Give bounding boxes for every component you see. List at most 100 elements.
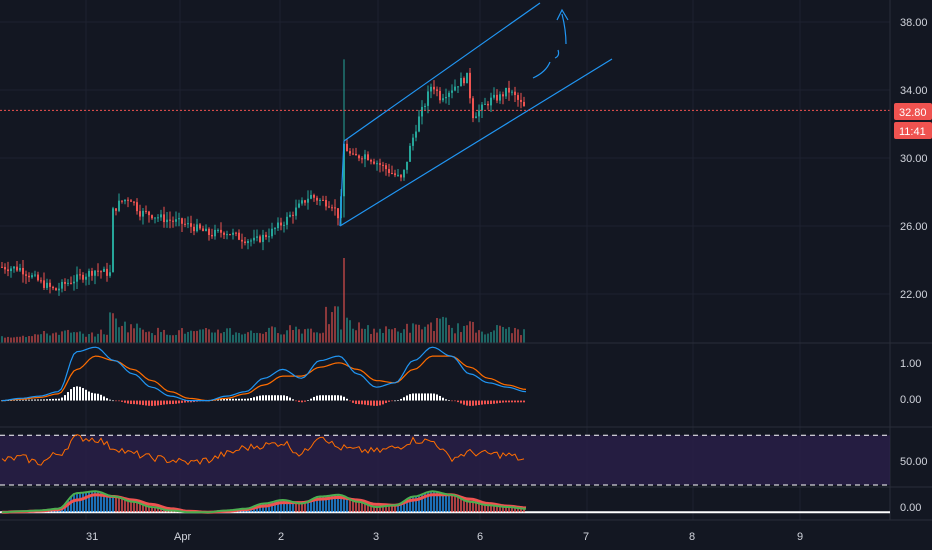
volume-bar: [4, 337, 6, 343]
osc-bar: [268, 502, 270, 513]
price-tick-38: 38.00: [900, 17, 928, 29]
volume-bar: [493, 330, 495, 343]
candle-body: [217, 229, 219, 231]
macd-histogram-bar: [130, 400, 132, 405]
macd-histogram-bar: [319, 395, 321, 401]
candle-body: [271, 228, 273, 237]
osc-bar: [439, 492, 441, 513]
macd-histogram-bar: [364, 400, 366, 405]
volume-bar: [241, 334, 243, 343]
candle-body: [31, 275, 33, 278]
candle-body: [127, 199, 129, 201]
candle-body: [439, 90, 441, 101]
osc-bar: [313, 498, 315, 513]
osc-bar: [262, 503, 264, 513]
volume-bar: [271, 326, 273, 343]
osc-bar: [301, 503, 303, 513]
osc-bar: [523, 508, 525, 513]
volume-bar: [379, 328, 381, 343]
macd-histogram-bar: [430, 393, 432, 401]
macd-histogram-bar: [82, 388, 84, 401]
volume-bar: [100, 329, 102, 343]
volume-bar: [70, 332, 72, 343]
price-channel[interactable]: [339, 2, 613, 227]
volume-bar: [463, 325, 465, 343]
candle-body: [256, 236, 258, 238]
volume-bar: [373, 328, 375, 343]
osc-bar: [487, 505, 489, 513]
candle-body: [388, 169, 390, 173]
volume-bar: [43, 331, 45, 343]
volume-bar: [205, 327, 207, 343]
osc-bar: [460, 498, 462, 513]
candle-body: [517, 95, 519, 100]
time-axis[interactable]: 31 Apr 2 3 6 7 8 9: [86, 531, 803, 543]
volume-bar: [265, 331, 267, 343]
volume-bar: [319, 333, 321, 343]
candle-body: [277, 222, 279, 229]
candle-body: [376, 163, 378, 165]
macd-histogram-bar: [70, 389, 72, 401]
macd-histogram-bar: [295, 400, 297, 402]
osc-bar: [79, 492, 81, 513]
volume-bar: [355, 330, 357, 343]
macd-histogram-bar: [127, 400, 129, 404]
macd-histogram-bar: [43, 399, 45, 401]
macd-histogram-bar: [103, 396, 105, 401]
macd-histogram-bar: [67, 392, 69, 401]
volume-bar: [61, 331, 63, 343]
candle-body: [88, 270, 90, 277]
candle-body: [142, 210, 144, 217]
macd-histogram-bar: [175, 400, 177, 404]
volume-bar: [466, 325, 468, 343]
macd-histogram-bar: [271, 395, 273, 401]
macd-histogram-bar: [283, 395, 285, 401]
macd-histogram-bar: [496, 400, 498, 404]
osc-bar: [277, 500, 279, 513]
volume-bar: [298, 329, 300, 343]
volume-bar: [268, 327, 270, 343]
osc-bar: [298, 503, 300, 513]
candle-body: [337, 208, 339, 219]
macd-histogram-bar: [352, 400, 354, 403]
projection-arrow-drawing[interactable]: [532, 8, 569, 79]
candle-body: [280, 222, 282, 226]
candle-body: [37, 274, 39, 281]
osc-bar: [373, 506, 375, 513]
macd-histogram-bar: [523, 400, 525, 403]
time-label-apr: Apr: [174, 531, 191, 543]
volume-bar: [409, 332, 411, 343]
candle-body: [205, 228, 207, 232]
macd-histogram-bar: [220, 399, 222, 401]
candle-body: [523, 101, 525, 107]
candle-body: [400, 174, 402, 178]
candle-body: [403, 169, 405, 178]
macd-histogram-bar: [298, 400, 300, 403]
osc-bar: [109, 495, 111, 513]
osc-bar: [400, 503, 402, 513]
candle-body: [133, 201, 135, 203]
macd-histogram-bar: [424, 393, 426, 401]
candle-body: [415, 131, 417, 138]
macd-histogram-bar: [73, 387, 75, 401]
macd-histogram-bar: [166, 400, 168, 405]
macd-histogram-bar: [163, 400, 165, 405]
macd-histogram-bar: [451, 400, 453, 402]
price-axis[interactable]: 38.00 34.00 30.00 26.00 22.00 1.00 0.00 …: [900, 17, 928, 514]
candle-body: [208, 228, 210, 235]
osc-bar: [442, 493, 444, 513]
macd-histogram-bar: [514, 400, 516, 403]
projection-arrow-path[interactable]: [532, 8, 569, 79]
macd-histogram-bar: [19, 399, 21, 401]
candle-body: [154, 217, 156, 219]
osc-bar: [490, 505, 492, 513]
macd-histogram-bar: [121, 400, 123, 402]
macd-histogram-bar: [487, 400, 489, 405]
volume-bar: [232, 334, 234, 343]
macd-histogram-bar: [394, 400, 396, 402]
macd-histogram-bar: [313, 396, 315, 401]
macd-histogram-bar: [385, 400, 387, 404]
volume-bar: [331, 312, 333, 343]
macd-histogram-bar: [322, 395, 324, 401]
volume-bar: [292, 330, 294, 343]
